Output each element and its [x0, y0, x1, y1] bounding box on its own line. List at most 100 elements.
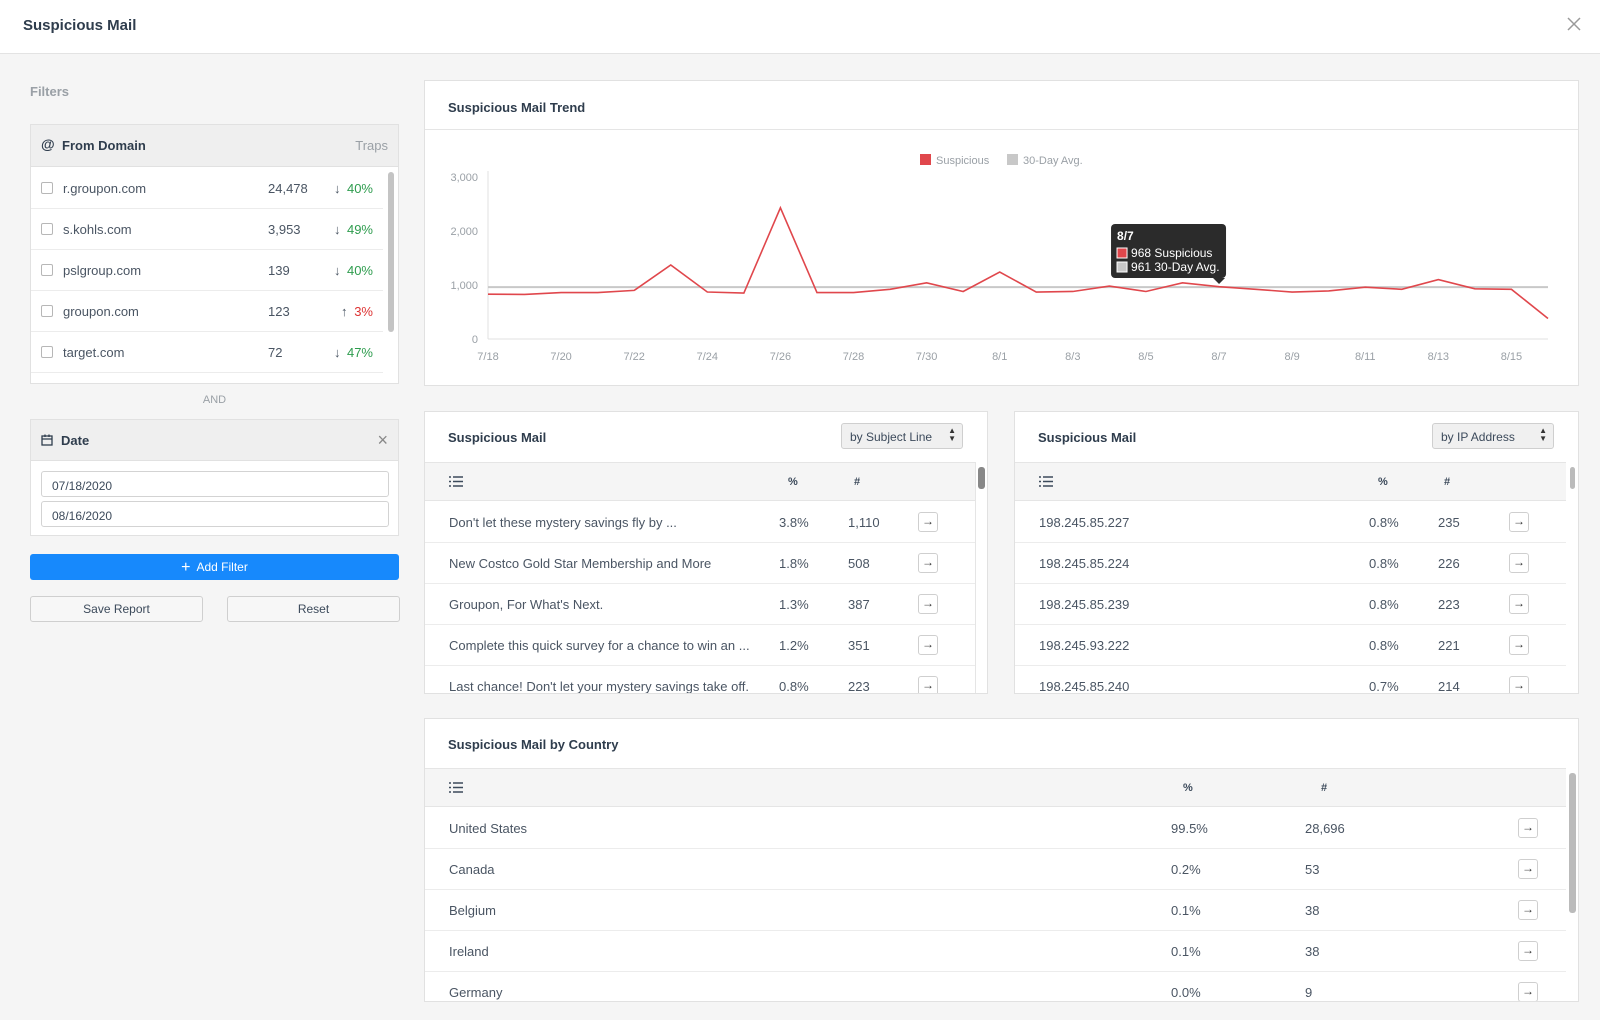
subject-table-scrollbar[interactable]	[978, 467, 985, 489]
ip-dropdown[interactable]: by IP Address ▲ ▼	[1432, 423, 1554, 449]
page-title: Suspicious Mail	[23, 17, 137, 34]
x-tick-label: 7/20	[550, 351, 571, 363]
date-filter-title: Date	[61, 433, 90, 448]
domain-checkbox[interactable]	[41, 264, 53, 276]
x-tick-label: 8/3	[1065, 351, 1080, 363]
subject-row-num: 223	[848, 679, 870, 694]
y-tick-label: 0	[472, 334, 478, 346]
ip-row-pct: 0.7%	[1369, 679, 1399, 694]
date-filter-close-icon[interactable]: ×	[377, 430, 388, 450]
arrow-right-icon[interactable]: →	[1518, 859, 1538, 879]
domain-checkbox[interactable]	[41, 305, 53, 317]
arrow-right-icon[interactable]: →	[1518, 818, 1538, 838]
subject-row-num: 1,110	[848, 515, 880, 530]
arrow-right-icon[interactable]: →	[918, 594, 938, 614]
subject-row-label: Don't let these mystery savings fly by .…	[449, 515, 677, 530]
domain-traps: 24,478	[268, 181, 308, 196]
x-tick-label: 8/11	[1355, 351, 1376, 363]
domain-name: r.groupon.com	[63, 181, 147, 196]
from-domain-panel: @ From Domain Traps r.groupon.com 24,478 ↓…	[30, 124, 399, 384]
arrow-right-icon[interactable]: →	[1509, 676, 1529, 693]
date-filter-header: Date ×	[31, 420, 398, 461]
subject-row-label: Last chance! Don't let your mystery savi…	[449, 679, 749, 694]
arrow-right-icon[interactable]: →	[1518, 941, 1538, 961]
domain-row[interactable]: s.kohls.com 3,953 ↓ 49%	[31, 209, 383, 250]
ip-row-pct: 0.8%	[1369, 597, 1399, 612]
subject-dropdown-value: by Subject Line	[850, 430, 933, 444]
close-icon[interactable]	[1562, 12, 1586, 36]
subject-row[interactable]: Last chance! Don't let your mystery savi…	[425, 666, 975, 694]
country-row-pct: 0.0%	[1171, 985, 1201, 1000]
ip-row-pct: 0.8%	[1369, 638, 1399, 653]
subject-row-label: New Costco Gold Star Membership and More	[449, 556, 712, 571]
start-date-input[interactable]: 07/18/2020	[41, 471, 389, 497]
country-row[interactable]: United States 99.5% 28,696 →	[425, 808, 1566, 849]
arrow-right-icon[interactable]: →	[1509, 512, 1529, 532]
tooltip-box	[1111, 224, 1227, 278]
ip-row-pct: 0.8%	[1369, 556, 1399, 571]
subject-dropdown[interactable]: by Subject Line ▲ ▼	[841, 423, 963, 449]
arrow-right-icon[interactable]: →	[918, 512, 938, 532]
arrow-right-icon[interactable]: →	[1518, 982, 1538, 1001]
domain-name: target.com	[63, 345, 125, 360]
domain-name: pslgroup.com	[63, 263, 142, 278]
ip-row[interactable]: 198.245.85.240 0.7% 214 →	[1015, 666, 1566, 694]
ip-table-scrollbar[interactable]	[1570, 467, 1575, 489]
filters-label: Filters	[30, 84, 70, 99]
domain-list-scrollbar[interactable]	[388, 172, 394, 332]
and-label: AND	[202, 394, 227, 406]
arrow-right-icon[interactable]: →	[918, 553, 938, 573]
country-row[interactable]: Germany 0.0% 9 →	[425, 972, 1566, 1001]
arrow-right-icon[interactable]: →	[1509, 635, 1529, 655]
domain-row[interactable]: pslgroup.com 139 ↓ 40%	[31, 250, 383, 291]
save-report-button[interactable]: Save Report	[30, 596, 203, 622]
subject-row-num: 508	[848, 556, 870, 571]
subject-row-pct: 1.2%	[779, 638, 809, 653]
subject-row[interactable]: Don't let these mystery savings fly by .…	[425, 502, 975, 543]
reset-button[interactable]: Reset	[227, 596, 400, 622]
arrow-right-icon[interactable]: →	[918, 635, 938, 655]
tooltip-pointer	[1213, 278, 1226, 284]
subject-title: Suspicious Mail	[448, 430, 547, 445]
at-icon: @	[41, 136, 55, 152]
country-row[interactable]: Belgium 0.1% 38 →	[425, 890, 1566, 931]
arrow-right-icon[interactable]: →	[1509, 594, 1529, 614]
domain-checkbox[interactable]	[41, 223, 53, 235]
domain-change: 40%	[346, 181, 373, 196]
list-icon	[449, 476, 463, 487]
x-tick-label: 8/7	[1211, 351, 1226, 363]
arrow-down-icon: ↓	[334, 345, 341, 360]
country-row[interactable]: Ireland 0.1% 38 →	[425, 931, 1566, 972]
num-column-header: #	[1321, 782, 1328, 794]
country-row-num: 38	[1305, 944, 1320, 959]
domain-row[interactable]: r.groupon.com 24,478 ↓ 40%	[31, 168, 383, 209]
ip-row[interactable]: 198.245.85.227 0.8% 235 →	[1015, 502, 1566, 543]
country-table-scrollbar[interactable]	[1569, 773, 1576, 913]
domain-checkbox[interactable]	[41, 346, 53, 358]
add-filter-button[interactable]: + Add Filter	[30, 554, 399, 580]
tooltip-swatch	[1116, 261, 1128, 273]
country-card: Suspicious Mail by Country % # United St…	[424, 718, 1579, 1002]
list-icon	[449, 782, 463, 793]
ip-row[interactable]: 198.245.93.222 0.8% 221 →	[1015, 625, 1566, 666]
domain-checkbox[interactable]	[41, 182, 53, 194]
ip-row[interactable]: 198.245.85.224 0.8% 226 →	[1015, 543, 1566, 584]
domain-row[interactable]: groupon.com 123 ↑ 3%	[31, 291, 383, 332]
subject-row[interactable]: New Costco Gold Star Membership and More…	[425, 543, 975, 584]
ip-title: Suspicious Mail	[1038, 430, 1137, 445]
country-row-num: 53	[1305, 862, 1320, 877]
arrow-right-icon[interactable]: →	[1509, 553, 1529, 573]
domain-traps: 72	[268, 345, 283, 360]
subject-row-pct: 1.8%	[779, 556, 809, 571]
arrow-right-icon[interactable]: →	[1518, 900, 1538, 920]
ip-row[interactable]: 198.245.85.239 0.8% 223 →	[1015, 584, 1566, 625]
end-date-input[interactable]: 08/16/2020	[41, 501, 389, 527]
subject-row[interactable]: Groupon, For What's Next. 1.3% 387 →	[425, 584, 975, 625]
trend-title: Suspicious Mail Trend	[448, 100, 586, 115]
subject-row[interactable]: Complete this quick survey for a chance …	[425, 625, 975, 666]
pct-column-header: %	[1183, 782, 1193, 794]
domain-row[interactable]: target.com 72 ↓ 47%	[31, 332, 383, 373]
ip-row-label: 198.245.85.240	[1039, 679, 1130, 694]
country-row[interactable]: Canada 0.2% 53 →	[425, 849, 1566, 890]
arrow-right-icon[interactable]: →	[918, 676, 938, 693]
